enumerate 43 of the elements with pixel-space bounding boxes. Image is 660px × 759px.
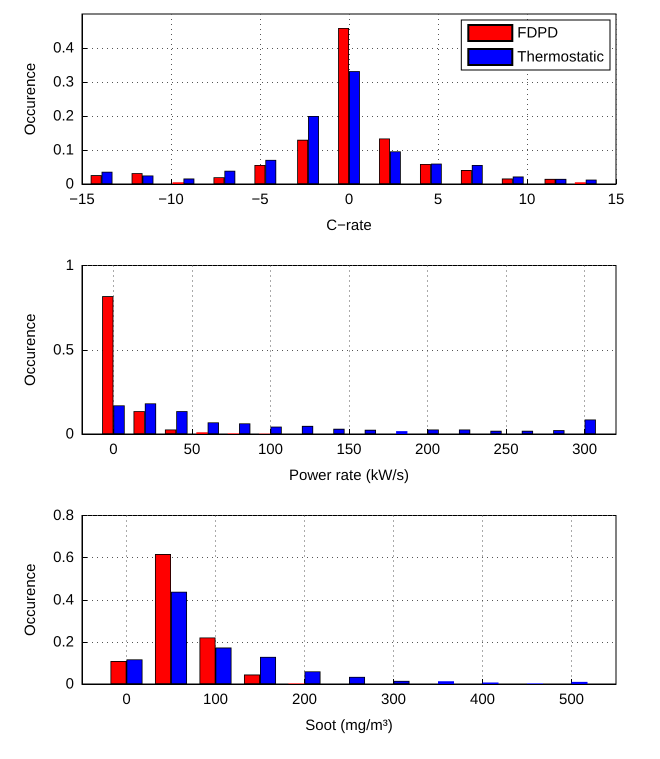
y-tick-label: 0.4 <box>53 591 74 608</box>
bar <box>438 681 454 684</box>
bar <box>396 431 408 434</box>
x-tick-label: 0 <box>109 441 118 458</box>
legend-label: Thermostatic <box>517 48 604 66</box>
x-tick-label: 200 <box>292 691 318 708</box>
x-tick-label: 100 <box>202 691 228 708</box>
x-tick-label: 300 <box>572 441 598 458</box>
x-tick-label: 300 <box>380 691 406 708</box>
y-axis-title: Occurence <box>22 563 39 636</box>
x-tick-label: 15 <box>608 191 624 208</box>
x-tick-label: −10 <box>158 191 184 208</box>
y-tick-label: 0.1 <box>53 142 74 158</box>
x-tick-label: 50 <box>184 441 200 458</box>
y-tick-label: 1 <box>66 257 74 274</box>
y-tick-label: 0 <box>66 676 74 692</box>
y-tick-label: 0.6 <box>53 549 74 566</box>
x-tick-label: 200 <box>415 441 440 458</box>
y-axis-title: Occurence <box>22 313 39 386</box>
x-tick-label: 0 <box>122 691 131 708</box>
y-tick-label: 0.4 <box>53 40 74 56</box>
x-tick-label: 10 <box>518 191 536 208</box>
x-tick-label: 400 <box>470 691 496 708</box>
y-tick-label: 0.8 <box>53 507 74 524</box>
x-tick-label: 5 <box>434 191 442 208</box>
legend-label: FDPD <box>517 24 558 42</box>
y-tick-label: 0.3 <box>53 74 74 90</box>
x-tick-label: 500 <box>558 691 584 708</box>
x-tick-label: −5 <box>251 191 269 208</box>
x-tick-label: 0 <box>344 191 354 208</box>
x-axis-title: Power rate (kW/s) <box>288 467 410 484</box>
y-tick-label: 0 <box>66 426 74 442</box>
y-tick-label: 0.2 <box>53 633 74 650</box>
y-tick-label: 0 <box>66 176 74 192</box>
x-tick-label: 250 <box>494 441 519 458</box>
x-tick-label: −15 <box>69 191 95 208</box>
y-axis-title: Occurence <box>22 62 39 136</box>
y-tick-label: 0.5 <box>53 341 74 358</box>
x-tick-label: 100 <box>258 441 283 458</box>
x-axis-title: Soot (mg/m³) <box>305 717 393 734</box>
x-axis-title: C−rate <box>326 217 372 234</box>
x-tick-label: 150 <box>336 441 362 458</box>
y-tick-label: 0.2 <box>53 108 74 124</box>
